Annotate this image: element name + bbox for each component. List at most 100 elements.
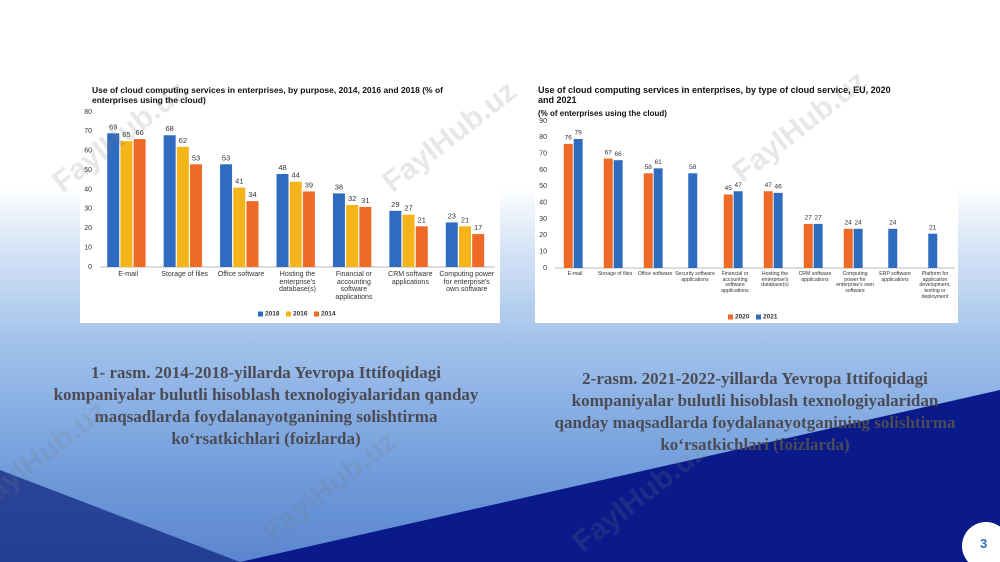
data-label: 27 — [404, 204, 412, 213]
data-label: 24 — [889, 220, 897, 227]
data-label: 24 — [855, 220, 863, 227]
legend-label: 2018 — [265, 311, 280, 318]
legend-swatch — [314, 311, 319, 317]
bar — [843, 228, 853, 268]
bar — [133, 139, 146, 267]
data-label: 62 — [179, 136, 187, 145]
bar — [120, 141, 133, 267]
bar — [220, 164, 233, 267]
y-tick-label: 40 — [539, 200, 547, 207]
bar — [246, 201, 259, 267]
bar — [813, 223, 823, 268]
bar — [613, 160, 623, 268]
data-label: 79 — [575, 130, 583, 137]
bar — [643, 173, 653, 268]
y-tick-label: 60 — [84, 148, 92, 155]
data-label: 67 — [605, 149, 613, 156]
x-tick-label: Office software — [637, 271, 673, 277]
data-label: 32 — [348, 194, 356, 203]
x-tick-label: Security software applications — [675, 271, 715, 283]
legend-label: 2021 — [763, 314, 778, 321]
data-label: 47 — [765, 182, 773, 189]
bar — [653, 168, 663, 268]
legend-label: 2016 — [293, 311, 308, 318]
bar — [458, 226, 471, 267]
dark-band — [240, 390, 1000, 562]
x-tick-label: Hosting the enterprise's database(s) — [279, 271, 316, 294]
bar — [688, 173, 698, 268]
bar — [853, 228, 863, 268]
bar — [233, 187, 246, 267]
y-tick-label: 10 — [84, 244, 92, 251]
y-tick-label: 80 — [539, 134, 547, 141]
caption: 1- rasm. 2014-2018-yillarda Yevropa Itti… — [53, 363, 479, 449]
bar — [603, 158, 613, 268]
bar — [176, 146, 189, 267]
chart-subtitle: (% of enterprises using the cloud) — [538, 109, 667, 118]
y-tick-label: 0 — [543, 265, 547, 272]
bar — [733, 191, 743, 268]
x-tick-label: Computing power for enterprise's own sof… — [836, 271, 874, 295]
bar — [346, 205, 359, 267]
data-label: 66 — [135, 128, 143, 137]
data-label: 61 — [655, 159, 663, 166]
y-tick-label: 30 — [539, 216, 547, 223]
data-label: 53 — [192, 153, 200, 162]
data-label: 38 — [335, 182, 343, 191]
page-number: 3 — [962, 522, 1000, 562]
bar — [472, 234, 485, 267]
x-tick-label: Financial or accounting software applica… — [721, 271, 749, 295]
data-label: 68 — [165, 124, 173, 133]
data-label: 27 — [815, 215, 823, 222]
y-tick-label: 30 — [84, 206, 92, 213]
y-tick-label: 50 — [539, 183, 547, 190]
y-tick-label: 0 — [88, 264, 92, 271]
bar — [359, 206, 372, 267]
data-label: 46 — [775, 184, 783, 191]
x-tick-label: Storage of files — [161, 271, 208, 278]
data-label: 66 — [615, 151, 623, 158]
data-label: 44 — [292, 171, 300, 180]
data-label: 24 — [845, 220, 853, 227]
data-label: 34 — [248, 190, 256, 199]
legend-label: 2020 — [735, 314, 750, 321]
data-label: 41 — [235, 177, 243, 186]
legend-swatch — [258, 311, 263, 317]
data-label: 31 — [361, 196, 369, 205]
data-label: 17 — [474, 223, 482, 232]
x-tick-label: Storage of files — [597, 271, 633, 277]
x-tick-label: Office software — [217, 271, 265, 278]
data-label: 29 — [391, 200, 399, 209]
bar — [289, 181, 302, 267]
caption: 2-rasm. 2021-2022-yillarda Yevropa Ittif… — [554, 369, 956, 455]
chart-title: Use of cloud computing services in enter… — [92, 85, 443, 105]
data-label: 23 — [448, 211, 456, 220]
y-tick-label: 20 — [84, 225, 92, 232]
legend-swatch — [728, 314, 733, 320]
bar — [773, 192, 783, 268]
legend-swatch — [286, 311, 291, 317]
data-label: 76 — [565, 135, 573, 142]
y-tick-label: 70 — [84, 128, 92, 135]
bar — [723, 194, 733, 268]
data-label: 45 — [725, 185, 733, 192]
bar — [888, 228, 898, 268]
bar — [332, 193, 345, 267]
bar — [563, 143, 573, 268]
data-label: 69 — [109, 122, 117, 131]
data-label: 21 — [461, 215, 469, 224]
bar — [276, 174, 289, 267]
y-tick-label: 70 — [539, 151, 547, 158]
x-tick-label: CRM software applications — [388, 271, 433, 286]
bar — [415, 226, 428, 267]
bar — [402, 214, 415, 267]
data-label: 48 — [278, 163, 286, 172]
data-label: 21 — [418, 215, 426, 224]
data-label: 47 — [735, 182, 743, 189]
x-tick-label: Financial or accounting software applica… — [335, 271, 373, 302]
chart-title: Use of cloud computing services in enter… — [538, 85, 891, 106]
bar — [445, 222, 458, 267]
x-tick-label: Computing power for enterprise's own sof… — [439, 271, 495, 294]
bar — [107, 133, 120, 267]
